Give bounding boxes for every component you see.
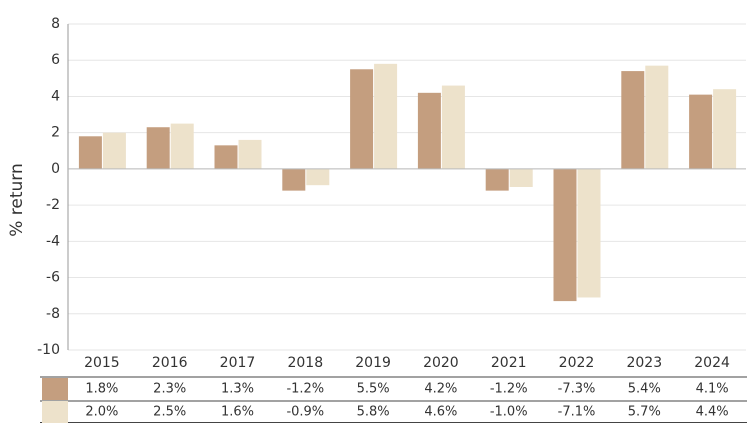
table-cell: 4.4% (696, 405, 729, 420)
bar (645, 65, 669, 169)
x-tick-label: 2023 (626, 355, 662, 371)
bar (441, 85, 465, 169)
x-tick-label: 2022 (559, 355, 595, 371)
table-cell: 1.6% (221, 405, 254, 420)
table-cell: 4.1% (696, 382, 729, 397)
bar (689, 94, 713, 169)
table-cell: -1.0% (490, 405, 528, 420)
bar (146, 127, 170, 169)
table-cell: -1.2% (490, 382, 528, 397)
bar (214, 145, 238, 169)
bar (509, 168, 533, 187)
bar (553, 168, 577, 302)
legend-swatch (42, 378, 68, 400)
table-cell: 1.3% (221, 382, 254, 397)
y-tick-label: -10 (37, 342, 60, 358)
y-tick-label: -4 (46, 233, 60, 249)
x-tick-label: 2016 (152, 355, 188, 371)
table-cell: 1.8% (85, 382, 118, 397)
y-axis-label: % return (7, 163, 27, 237)
bar (713, 89, 737, 169)
bar (350, 69, 374, 169)
table-cell: -1.2% (286, 382, 324, 397)
table-cell: 5.8% (357, 405, 390, 420)
bar (282, 168, 306, 191)
x-tick-label: 2020 (423, 355, 459, 371)
bar (417, 92, 441, 169)
x-tick-label: 2018 (287, 355, 323, 371)
table-cell: -0.9% (286, 405, 324, 420)
table-cell: 5.7% (628, 405, 661, 420)
x-tick-label: 2021 (491, 355, 527, 371)
y-tick-label: 0 (51, 161, 60, 177)
y-tick-label: 2 (51, 125, 60, 141)
bar (102, 132, 126, 169)
table-cell: -7.1% (558, 405, 596, 420)
bar (306, 168, 330, 186)
table-cell: 2.0% (85, 405, 118, 420)
x-tick-label: 2017 (220, 355, 256, 371)
bar (485, 168, 509, 191)
bar (238, 139, 262, 169)
x-tick-label: 2015 (84, 355, 120, 371)
legend-swatch (42, 401, 68, 423)
table-cell: 2.5% (153, 405, 186, 420)
table-cell: 5.4% (628, 382, 661, 397)
y-tick-label: 4 (51, 88, 60, 104)
bar (170, 123, 194, 169)
x-tick-label: 2024 (694, 355, 730, 371)
table-cell: 4.6% (424, 405, 457, 420)
y-tick-label: 8 (51, 16, 60, 32)
bar (78, 136, 102, 169)
y-tick-label: -6 (46, 270, 60, 286)
x-tick-label: 2019 (355, 355, 391, 371)
y-tick-label: -2 (46, 197, 60, 213)
bar (621, 71, 645, 169)
bar (374, 63, 398, 169)
bar (577, 168, 601, 298)
table-cell: 4.2% (424, 382, 457, 397)
y-tick-label: 6 (51, 52, 60, 68)
table-cell: -7.3% (558, 382, 596, 397)
table-cell: 2.3% (153, 382, 186, 397)
table-cell: 5.5% (357, 382, 390, 397)
y-tick-label: -8 (46, 306, 60, 322)
